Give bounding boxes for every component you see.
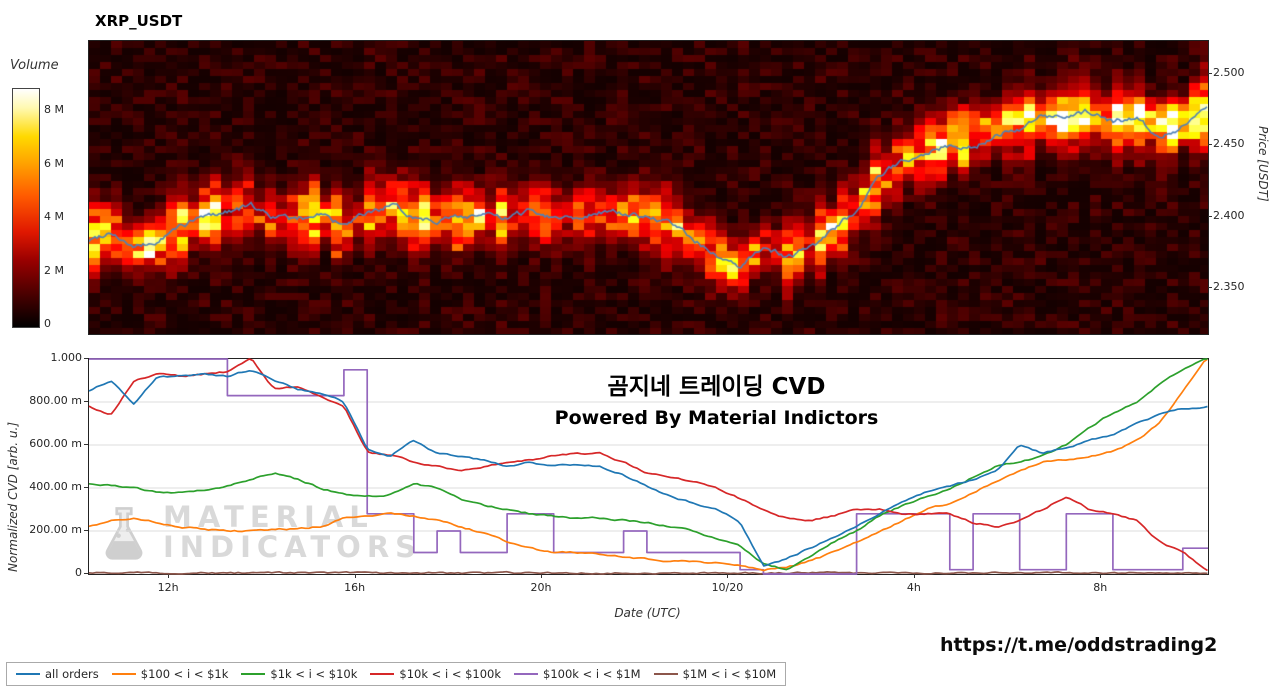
cvd-chart: [88, 358, 1208, 575]
cvd-xtick-mark: [541, 574, 542, 578]
legend-label: $100 < i < $1k: [140, 667, 229, 681]
telegram-link-text: https://t.me/oddstrading2: [940, 634, 1218, 656]
legend-line-sample: [370, 673, 395, 675]
price-axis-label: Price [USDT]: [1256, 126, 1270, 202]
watermark: MATERIAL INDICATORS: [95, 501, 422, 563]
cvd-ytick-mark: [84, 530, 88, 531]
cvd-ytick-mark: [84, 573, 88, 574]
volume-colorbar: [12, 88, 40, 328]
cvd-ytick-label: 200.00 m: [29, 523, 82, 536]
legend-item: all orders: [16, 667, 99, 681]
legend-item: $100k < i < $1M: [514, 667, 641, 681]
cvd-ytick-mark: [84, 358, 88, 359]
price-ytick-label: 2.500: [1213, 65, 1245, 79]
cvd-series-line: [88, 358, 1208, 572]
cvd-panel: MATERIAL INDICATORS 곰지네 트레이딩 CVD Powered…: [88, 358, 1209, 575]
legend-line-sample: [241, 673, 266, 675]
cvd-series-line: [88, 358, 1208, 572]
price-ytick-label: 2.450: [1213, 137, 1245, 151]
chart-title: XRP_USDT: [95, 12, 183, 30]
legend-line-sample: [16, 673, 40, 675]
legend-item: $10k < i < $100k: [370, 667, 501, 681]
colorbar-tick-label: 8 M: [44, 103, 64, 117]
cvd-ytick-mark: [84, 487, 88, 488]
cvd-series-line: [88, 358, 1208, 571]
legend-label: $100k < i < $1M: [543, 667, 641, 681]
cvd-xtick-mark: [168, 574, 170, 578]
legend-label: all orders: [45, 667, 99, 681]
cvd-xtick-label: 20h: [530, 581, 552, 594]
cvd-ytick-label: 800.00 m: [29, 394, 82, 407]
cvd-series-line: [88, 570, 1208, 575]
legend-item: $1k < i < $10k: [241, 667, 357, 681]
cvd-ytick-mark: [84, 401, 88, 402]
price-heatmap-panel: [88, 40, 1209, 335]
price-ytick-label: 2.350: [1213, 280, 1245, 294]
flask-icon: [105, 507, 143, 560]
cvd-ytick-label: 400.00 m: [29, 480, 82, 493]
cvd-xtick-label: 8h: [1093, 581, 1108, 594]
cvd-series-line: [89, 358, 1208, 575]
cvd-series-line: [88, 369, 1208, 567]
cvd-xtick-label: 4h: [906, 581, 921, 594]
cvd-ytick-mark: [84, 444, 88, 445]
legend-label: $1M < i < $10M: [682, 667, 777, 681]
legend-item: $1M < i < $10M: [653, 667, 777, 681]
colorbar-label: Volume: [10, 58, 59, 73]
legend-label: $1k < i < $10k: [270, 667, 358, 681]
watermark-line2: INDICATORS: [163, 530, 423, 564]
watermark-line1: MATERIAL: [163, 500, 374, 534]
volume-heatmap-canvas: [89, 41, 1208, 334]
price-ytick-mark: [1208, 215, 1212, 217]
cvd-xtick-mark: [913, 574, 915, 578]
cvd-xtick-label: 10/20: [711, 581, 744, 594]
date-axis-label: Date (UTC): [614, 606, 681, 620]
legend-item: $100 < i < $1k: [111, 667, 229, 681]
price-ytick-mark: [1208, 287, 1212, 289]
legend: all orders $100 < i < $1k $1k < i < $10k $1…: [6, 662, 787, 686]
cvd-xtick-mark: [354, 574, 356, 578]
cvd-ytick-label: 0: [75, 566, 82, 579]
price-ytick-mark: [1208, 72, 1212, 74]
price-ytick-label: 2.400: [1213, 208, 1245, 222]
cvd-xtick-label: 12h: [157, 581, 179, 594]
legend-line-sample: [514, 673, 539, 675]
colorbar-tick-label: 6 M: [44, 156, 64, 170]
colorbar-tick-label: 2 M: [44, 263, 64, 277]
cvd-ytick-label: 600.00 m: [29, 437, 82, 450]
cvd-ytick-label: 1.000: [50, 351, 83, 364]
cvd-xtick-mark: [1100, 574, 1102, 578]
cvd-xtick-label: 16h: [344, 581, 366, 594]
price-ytick-mark: [1208, 144, 1212, 146]
legend-label: $10k < i < $100k: [399, 667, 502, 681]
legend-line-sample: [653, 673, 678, 675]
cvd-xtick-mark: [727, 574, 729, 578]
legend-line-sample: [111, 673, 136, 675]
colorbar-tick-label: 4 M: [44, 210, 64, 224]
colorbar-tick-label: 0: [44, 317, 51, 330]
